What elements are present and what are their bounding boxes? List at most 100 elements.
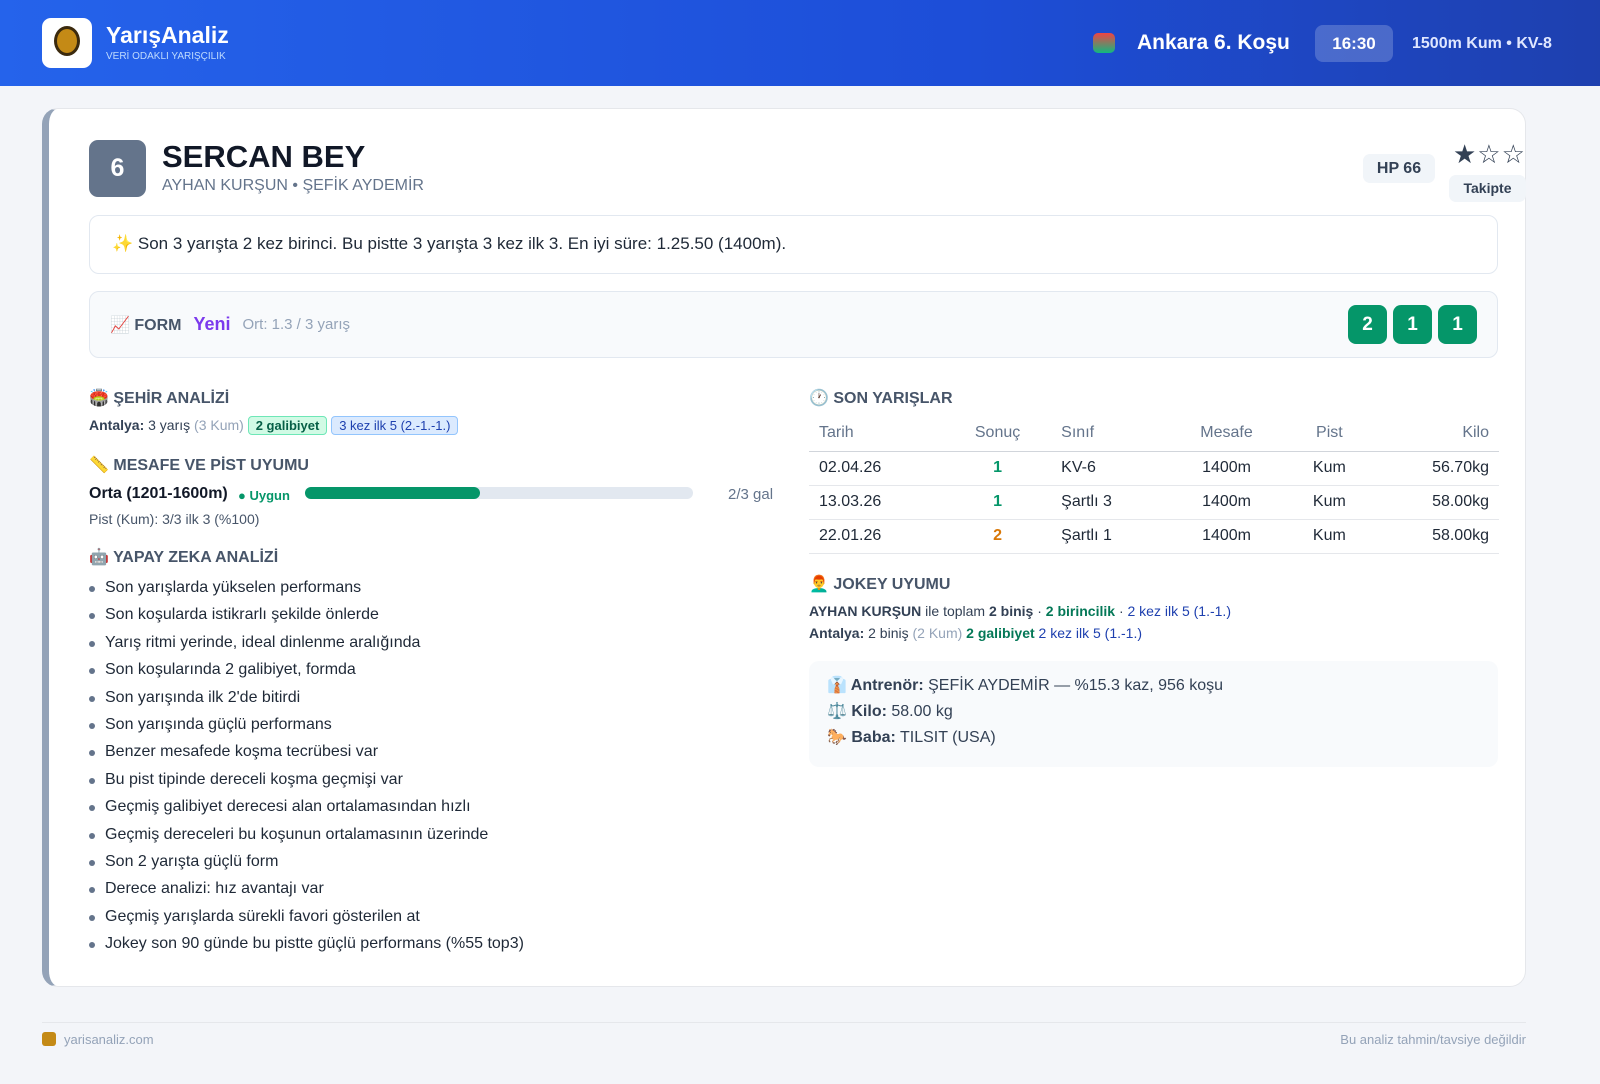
connections: AYHAN KURŞUN • ŞEFİK AYDEMİR	[162, 177, 424, 194]
ai-item: Son koşularda istikrarlı şekilde önlerde	[89, 606, 524, 633]
race-title: Ankara 6. Koşu	[1137, 31, 1290, 54]
city-name: Antalya:	[89, 417, 145, 433]
tagline: VERİ ODAKLI YARIŞÇILIK	[106, 51, 226, 62]
track-stat: Pist (Kum): 3/3 ilk 3 (%100)	[89, 511, 260, 527]
race-time: 16:30	[1315, 25, 1393, 62]
cell: Kum	[1285, 519, 1373, 554]
summary: ✨ Son 3 yarışta 2 kez birinci. Bu pistte…	[89, 215, 1498, 274]
ai-item: Derece analizi: hız avantajı var	[89, 880, 524, 907]
distance-status-text: Uygun	[249, 488, 290, 503]
cell: 22.01.26	[809, 519, 944, 554]
cell: 58.00kg	[1372, 485, 1499, 520]
detail-label: 👔 Antrenör:	[827, 677, 924, 694]
hp-badge: HP 66	[1363, 154, 1435, 183]
form-average: Ort: 1.3 / 3 yarış	[242, 316, 351, 333]
footer: yarisanaliz.com Bu analiz tahmin/tavsiye…	[42, 1022, 1526, 1047]
cell: 2	[943, 519, 1052, 554]
ai-item: Son koşularında 2 galibiyet, formda	[89, 661, 524, 688]
logo[interactable]	[42, 18, 92, 68]
cell: 58.00kg	[1372, 519, 1499, 554]
distance-ratio: 2/3 gal	[728, 486, 774, 503]
detail-row: ⚖️ Kilo: 58.00 kg	[827, 699, 1480, 725]
form-bar: 📈 FORM Yeni Ort: 1.3 / 3 yarış 2 1 1	[89, 291, 1498, 358]
detail-label: 🐎 Baba:	[827, 729, 896, 746]
ai-item: Son yarışında güçlü performans	[89, 716, 524, 743]
brand[interactable]: YarışAnaliz	[106, 22, 229, 48]
detail-row: 👔 Antrenör: ŞEFİK AYDEMİR — %15.3 kaz, 9…	[827, 673, 1480, 699]
ai-item: Geçmiş galibiyet derecesi alan ortalamas…	[89, 798, 524, 825]
jockey-city-wins: 2 galibiyet	[966, 625, 1035, 641]
form-tag: Yeni	[193, 314, 231, 334]
detail-value: ŞEFİK AYDEMİR — %15.3 kaz, 956 koşu	[928, 677, 1224, 694]
jockey-line: AYHAN KURŞUN ile toplam 2 biniş · 2 biri…	[809, 603, 1231, 619]
ai-item: Bu pist tipinde dereceli koşma geçmişi v…	[89, 771, 524, 798]
column-header: Pist	[1285, 415, 1373, 452]
jockey-city: Antalya:	[809, 625, 865, 641]
ai-item: Benzer mesafede koşma tecrübesi var	[89, 743, 524, 770]
cell: 1400m	[1167, 451, 1286, 486]
separator: ·	[1118, 603, 1124, 619]
jockey-name: AYHAN KURŞUN	[809, 603, 922, 619]
ai-list: Son yarışlarda yükselen performans Son k…	[89, 579, 524, 962]
separator: ·	[1037, 603, 1042, 619]
jockey-top5: 2 kez ilk 5 (1.-1.)	[1127, 603, 1231, 619]
ai-item: Geçmiş dereceleri bu koşunun ortalamasın…	[89, 826, 524, 853]
column-header: Tarih	[809, 415, 944, 452]
column-header: Sonuç	[943, 415, 1052, 452]
race-icon	[1093, 33, 1115, 53]
header: YarışAnaliz VERİ ODAKLI YARIŞÇILIK Ankar…	[0, 0, 1600, 86]
section-title: 🕐 SON YARIŞLAR	[809, 390, 953, 407]
section-title: 👨‍🦰 JOKEY UYUMU	[809, 576, 951, 593]
form-result: 1	[1438, 305, 1477, 344]
cell: 1	[943, 485, 1052, 520]
jockey-city-surface: (2 Kum)	[912, 625, 963, 641]
ai-item: Son yarışlarda yükselen performans	[89, 579, 524, 606]
rating-stars[interactable]: ★☆☆	[1453, 139, 1526, 169]
status-badge[interactable]: Takipte	[1449, 175, 1526, 202]
section-title: 🤖 YAPAY ZEKA ANALİZİ	[89, 549, 279, 566]
jockey-city-top5: 2 kez ilk 5 (1.-1.)	[1038, 625, 1143, 641]
footer-logo	[42, 1032, 56, 1046]
race-info: 1500m Kum • KV-8	[1412, 35, 1552, 52]
footer-disclaimer: Bu analiz tahmin/tavsiye değildir	[1340, 1032, 1526, 1047]
jockey-rides: 2 biniş	[988, 603, 1034, 619]
cell: Şartlı 3	[1051, 485, 1168, 520]
cell: 13.03.26	[809, 485, 944, 520]
detail-value: TILSIT (USA)	[899, 729, 996, 746]
form-label: 📈 FORM	[110, 316, 182, 334]
form-results: 2 1 1	[1348, 305, 1477, 344]
cell: Kum	[1285, 485, 1373, 520]
ai-item: Son yarışında ilk 2'de bitirdi	[89, 689, 524, 716]
city-top5: 3 kez ilk 5 (2.-1.-1.)	[331, 416, 459, 435]
footer-site[interactable]: yarisanaliz.com	[64, 1032, 154, 1047]
progress-fill	[305, 487, 480, 499]
section-title: 📏 MESAFE VE PİST UYUMU	[89, 457, 309, 474]
table-row: 22.01.26 2 Şartlı 1 1400m Kum 58.00kg	[809, 519, 1499, 554]
ai-item: Geçmiş yarışlarda sürekli favori gösteri…	[89, 908, 524, 935]
column-header: Kilo	[1372, 415, 1499, 452]
table-header: Tarih Sonuç Sınıf Mesafe Pist Kilo	[809, 415, 1499, 452]
detail-row: 🐎 Baba: TILSIT (USA)	[827, 725, 1480, 751]
ai-item: Son 2 yarışta güçlü form	[89, 853, 524, 880]
cell: 1400m	[1167, 519, 1286, 554]
cell: Kum	[1285, 451, 1373, 486]
detail-value: 58.00 kg	[891, 703, 953, 720]
jockey-city-rides: 2 biniş	[868, 625, 909, 641]
distance-status: ● Uygun	[238, 488, 290, 503]
horse-number: 6	[89, 140, 146, 197]
jockey-wins: 2 birincilik	[1045, 603, 1116, 619]
cell: 02.04.26	[809, 451, 944, 486]
ai-item: Yarış ritmi yerinde, ideal dinlenme aral…	[89, 634, 524, 661]
section-title: 🏟️ ŞEHİR ANALİZİ	[89, 390, 230, 407]
jockey-city-line: Antalya: 2 biniş (2 Kum) 2 galibiyet 2 k…	[809, 625, 1142, 641]
city-surface: (3 Kum)	[194, 417, 244, 433]
horse-card: 6 SERCAN BEY AYHAN KURŞUN • ŞEFİK AYDEMİ…	[42, 108, 1526, 987]
distance-range: Orta (1201-1600m)	[89, 485, 228, 502]
cell: Şartlı 1	[1051, 519, 1168, 554]
table-row: 02.04.26 1 KV-6 1400m Kum 56.70kg	[809, 451, 1499, 486]
detail-label: ⚖️ Kilo:	[827, 703, 887, 720]
ai-item: Jokey son 90 günde bu pistte güçlü perfo…	[89, 935, 524, 962]
details-box: 👔 Antrenör: ŞEFİK AYDEMİR — %15.3 kaz, 9…	[809, 661, 1498, 767]
cell: 1400m	[1167, 485, 1286, 520]
